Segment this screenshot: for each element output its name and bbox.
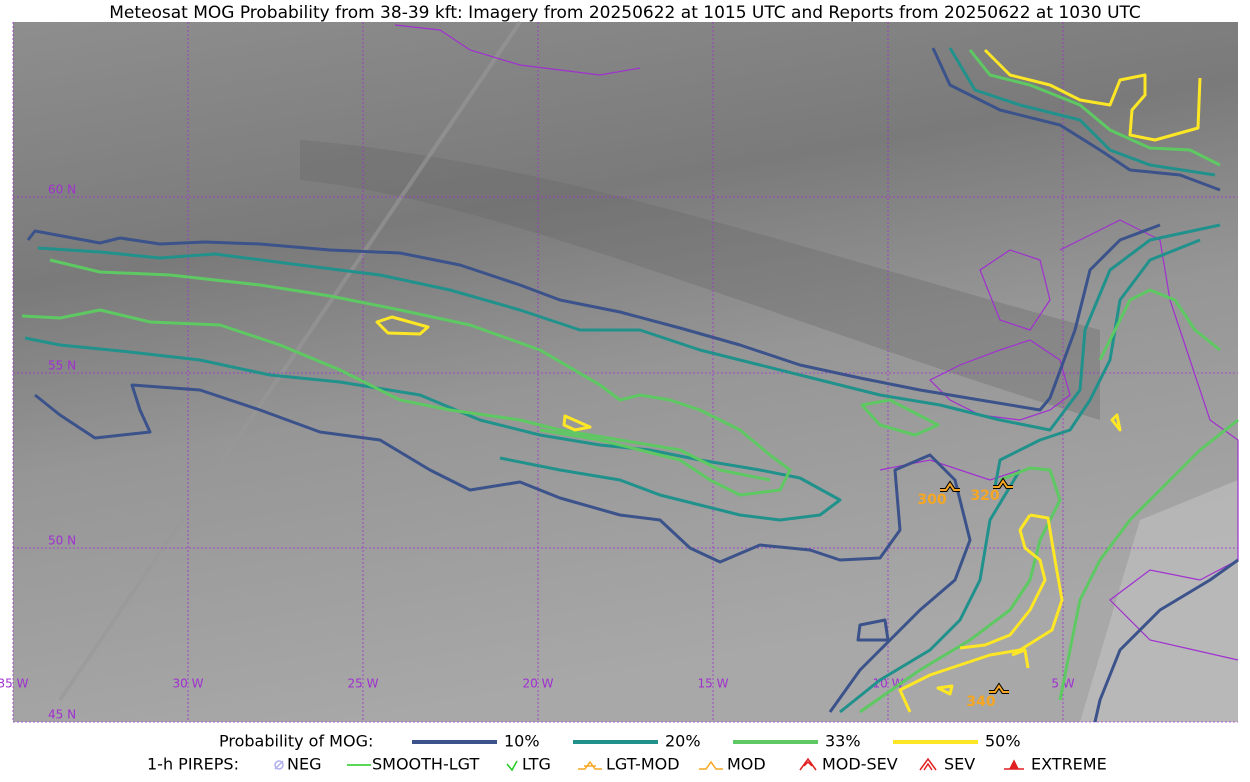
lat-label: 50 N — [48, 534, 76, 548]
pirep-symbol — [940, 482, 960, 491]
cloud-area — [1080, 480, 1238, 722]
lon-label: 15 W — [698, 677, 729, 691]
legend-title: Probability of MOG: — [219, 732, 373, 751]
lat-label: 60 N — [48, 183, 76, 197]
legend-icon — [274, 760, 284, 770]
lon-label: 30 W — [173, 677, 204, 691]
legend-label: MOD — [727, 755, 766, 774]
mog-contour — [49, 258, 792, 497]
legend-label: 20% — [665, 732, 701, 751]
legend-label: 10% — [504, 732, 540, 751]
coastline — [394, 24, 641, 76]
mog-contour — [375, 48, 1202, 432]
mog-contour — [931, 47, 1221, 192]
lon-label: 25 W — [348, 677, 379, 691]
pirep-label: 320 — [970, 488, 999, 504]
legend-label: LGT-MOD — [606, 755, 680, 774]
mog-contour — [34, 383, 972, 713]
legend-label: SEV — [944, 755, 975, 774]
title: Meteosat MOG Probability from 38-39 kft:… — [109, 3, 1141, 23]
mog-contour — [26, 223, 1161, 412]
pirep-label: 340 — [966, 694, 995, 710]
satellite-artifact — [58, 20, 522, 702]
legend-label: SMOOTH-LGT — [372, 755, 479, 774]
legend-icon — [578, 760, 602, 770]
legend-title: 1-h PIREPS: — [147, 755, 239, 774]
legend-icon — [274, 760, 284, 770]
mog-contour — [856, 558, 1239, 723]
legend-icon — [919, 757, 937, 771]
mog-contour — [21, 308, 771, 482]
legend-label: LTG — [522, 755, 551, 774]
pirep-symbol — [993, 479, 1013, 488]
coastline — [879, 219, 1239, 661]
legend-icon — [699, 760, 723, 770]
lon-label: 35 W — [0, 677, 29, 691]
pirep-label: 300 — [917, 492, 946, 508]
legend-label: MOD-SEV — [822, 755, 898, 774]
mog-contour — [839, 47, 1216, 714]
legend-icon — [1004, 759, 1024, 770]
legend-icon — [506, 760, 518, 772]
mog-contour — [37, 223, 1221, 432]
legend-label: 50% — [985, 732, 1021, 751]
legend-label: NEG — [287, 755, 321, 774]
lat-label: 45 N — [48, 708, 76, 722]
legend-icon — [799, 757, 817, 771]
legend-label: 33% — [825, 732, 861, 751]
dry-band — [300, 140, 1100, 420]
lon-label: 20 W — [523, 677, 554, 691]
lat-label: 55 N — [48, 359, 76, 373]
mog-contour — [898, 413, 1122, 713]
pirep-symbol — [989, 684, 1009, 693]
legend-label: EXTREME — [1031, 755, 1107, 774]
mog-contour — [859, 49, 1239, 714]
